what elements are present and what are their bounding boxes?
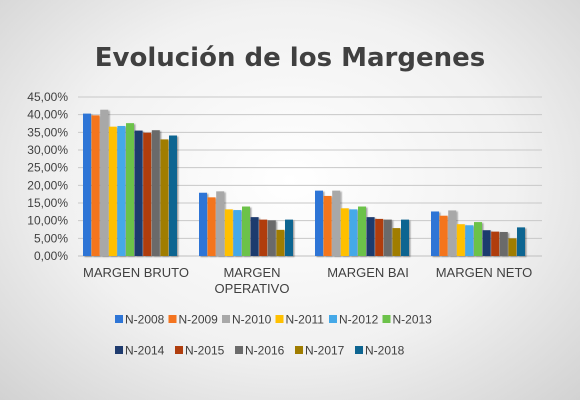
legend-item-n-2010: N-2010 <box>222 313 272 327</box>
legend-label: N-2011 <box>286 313 325 327</box>
legend-item-n-2011: N-2011 <box>275 313 325 327</box>
legend-item-n-2009: N-2009 <box>168 313 219 327</box>
bar-n-2012-margen-bruto <box>117 125 126 256</box>
bar-n-2008-margen-operativo <box>199 192 207 256</box>
bar-n-2014-margen-neto <box>482 230 491 256</box>
legend-swatch <box>175 346 183 354</box>
bar-n-2009-margen-bruto <box>91 115 100 257</box>
bar-n-2010-margen-bruto <box>100 109 109 256</box>
legend-label: N-2013 <box>393 313 433 327</box>
legend-swatch <box>355 346 363 354</box>
bar-n-2014-margen-bruto <box>134 130 143 256</box>
legend-item-n-2015: N-2015 <box>175 344 225 358</box>
legend-item-n-2008: N-2008 <box>115 313 165 327</box>
chart-title: Evolución de los Margenes <box>95 43 485 73</box>
bar-n-2010-margen-operativo <box>216 191 225 256</box>
bar-n-2017-margen-neto <box>508 238 517 256</box>
category-label: MARGEN OPERATIVO <box>215 265 290 296</box>
bar-n-2017-margen-bruto <box>160 139 169 256</box>
y-tick-label: 40,00% <box>27 108 68 122</box>
legend-label: N-2016 <box>245 344 285 358</box>
bar-n-2018-margen-bai <box>401 219 409 256</box>
bar-n-2016-margen-neto <box>499 231 508 256</box>
bar-n-2018-margen-bruto <box>169 135 177 256</box>
bar-n-2013-margen-neto <box>474 222 482 256</box>
bar-n-2009-margen-operativo <box>207 197 216 256</box>
bar-n-2010-margen-bai <box>332 190 341 256</box>
legend-label: N-2014 <box>125 344 165 358</box>
y-tick-label: 0,00% <box>34 249 68 263</box>
y-tick-label: 35,00% <box>27 125 68 139</box>
y-tick-label: 15,00% <box>27 196 68 210</box>
legend-item-n-2018: N-2018 <box>355 344 405 358</box>
legend-swatch <box>222 315 230 323</box>
legend-swatch <box>115 346 123 354</box>
legend-item-n-2016: N-2016 <box>235 344 285 358</box>
legend-item-n-2017: N-2017 <box>295 344 345 358</box>
legend-swatch <box>329 315 337 323</box>
legend-item-n-2014: N-2014 <box>115 344 165 358</box>
legend-label: N-2009 <box>179 313 219 327</box>
legend-swatch <box>235 346 243 354</box>
category-label: MARGEN BAI <box>327 265 409 280</box>
bar-n-2014-margen-operativo <box>250 217 259 256</box>
bar-n-2013-margen-operativo <box>242 206 250 256</box>
legend-swatch <box>168 315 177 323</box>
y-tick-label: 5,00% <box>34 231 68 245</box>
category-label: MARGEN NETO <box>436 265 533 280</box>
bar-n-2010-margen-neto <box>448 210 457 256</box>
y-tick-label: 30,00% <box>27 143 68 157</box>
legend-item-n-2012: N-2012 <box>329 313 379 327</box>
legend-swatch <box>295 346 303 354</box>
legend-swatch <box>382 315 391 323</box>
bar-n-2011-margen-bruto <box>108 126 117 257</box>
bar-n-2015-margen-bai <box>375 218 384 256</box>
legend: N-2008 N-2009 N-2010 N-2011 N-2012 N-2013 N-20… <box>115 313 432 358</box>
legend-label: N-2018 <box>365 344 405 358</box>
bar-n-2014-margen-bai <box>366 217 375 256</box>
y-tick-label: 10,00% <box>27 214 68 228</box>
bar-n-2016-margen-bai <box>383 219 392 256</box>
bar-n-2018-margen-operativo <box>285 219 293 256</box>
y-tick-label: 45,00% <box>27 90 68 104</box>
category-label: MARGEN BRUTO <box>83 265 189 280</box>
bar-n-2012-margen-neto <box>465 225 474 256</box>
bar-n-2017-margen-operativo <box>276 229 285 256</box>
bar-n-2016-margen-operativo <box>267 220 276 256</box>
bar-n-2015-margen-operativo <box>259 219 268 256</box>
bar-n-2017-margen-bai <box>392 228 401 256</box>
legend-label: N-2008 <box>125 313 165 327</box>
legend-label: N-2010 <box>232 313 272 327</box>
bar-n-2012-margen-operativo <box>233 210 242 256</box>
bar-n-2008-margen-bruto <box>83 113 91 256</box>
bar-n-2009-margen-neto <box>439 215 448 256</box>
legend-swatch <box>115 315 123 323</box>
bars <box>83 109 525 257</box>
legend-swatch <box>275 315 284 323</box>
bar-n-2012-margen-bai <box>349 209 358 256</box>
bar-n-2011-margen-neto <box>456 224 465 256</box>
bar-n-2016-margen-bruto <box>151 130 160 256</box>
bar-n-2008-margen-neto <box>431 211 439 256</box>
bar-n-2013-margen-bruto <box>126 123 134 257</box>
bar-n-2008-margen-bai <box>315 190 323 256</box>
bar-n-2013-margen-bai <box>358 206 366 256</box>
bar-n-2009-margen-bai <box>323 195 332 256</box>
y-tick-label: 20,00% <box>27 178 68 192</box>
bar-n-2015-margen-neto <box>491 231 500 256</box>
bar-n-2011-margen-operativo <box>224 209 233 256</box>
bar-n-2011-margen-bai <box>340 208 349 256</box>
y-tick-label: 25,00% <box>27 161 68 175</box>
y-axis-ticks: 0,00% 5,00% 10,00% 15,00% 20,00% 25,00% 30,00%… <box>27 90 68 263</box>
bar-n-2015-margen-bruto <box>143 132 152 256</box>
legend-item-n-2013: N-2013 <box>382 313 433 327</box>
category-labels: MARGEN BRUTO MARGEN OPERATIVO MARGEN BAI MAR… <box>83 265 532 296</box>
bar-n-2018-margen-neto <box>517 227 525 256</box>
legend-label: N-2012 <box>339 313 379 327</box>
legend-label: N-2015 <box>185 344 225 358</box>
legend-label: N-2017 <box>305 344 345 358</box>
